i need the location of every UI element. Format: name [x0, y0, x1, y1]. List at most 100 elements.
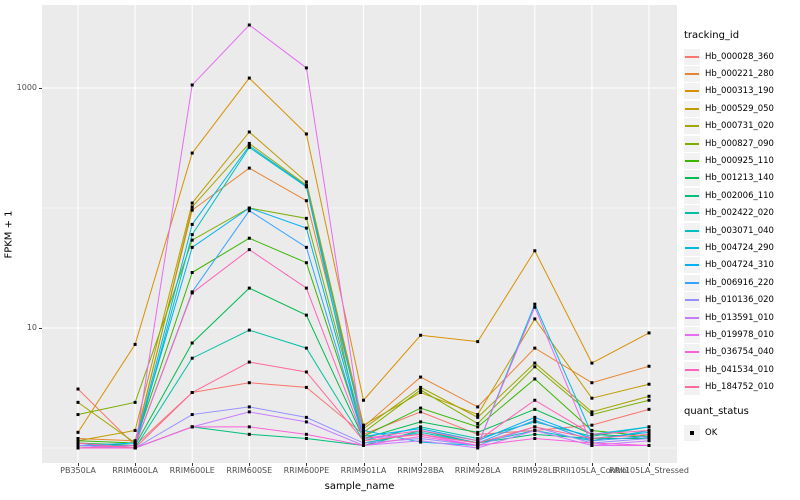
legend-line-icon [685, 194, 699, 197]
point-marker-icon [690, 430, 694, 435]
data-point [590, 441, 594, 445]
data-point [476, 405, 480, 409]
data-point [190, 83, 194, 87]
data-point [476, 441, 480, 445]
legend-line-icon [685, 386, 699, 389]
data-point [76, 413, 80, 417]
legend-label: Hb_001213_140 [705, 173, 774, 184]
legend-key-swatch [684, 100, 700, 117]
x-tick-label-RRIM600SE: RRIM600SE [226, 466, 273, 475]
data-point [419, 420, 423, 424]
data-point [419, 432, 423, 436]
legend-label: Hb_000221_280 [705, 69, 774, 80]
data-point [419, 375, 423, 379]
legend-item-ok: OK [684, 424, 798, 441]
data-point [647, 443, 651, 447]
chart-canvas [42, 5, 677, 463]
data-point [533, 317, 537, 321]
legend-label: Hb_000028_360 [705, 51, 774, 62]
data-point [647, 398, 651, 402]
legend-line-icon [685, 351, 699, 354]
legend-key-swatch [684, 326, 700, 343]
legend-key-swatch [684, 187, 700, 204]
legend-key-swatch [684, 66, 700, 83]
x-tick [78, 463, 79, 466]
y-tick [39, 88, 42, 89]
data-point [304, 420, 308, 424]
x-tick-label-RRIM600PE: RRIM600PE [283, 466, 330, 475]
x-tick [534, 463, 536, 466]
data-point [419, 428, 423, 432]
data-point [533, 436, 537, 440]
data-point [190, 208, 194, 212]
legend-key-swatch [684, 361, 700, 378]
legend-label: Hb_000529_050 [705, 103, 774, 114]
legend-line-icon [685, 212, 699, 215]
data-point [304, 184, 308, 188]
data-point [76, 441, 80, 445]
legend-key-swatch [684, 257, 700, 274]
data-point [247, 425, 251, 429]
x-tick-label-RRIM901LA: RRIM901LA [340, 466, 387, 475]
data-point [476, 432, 480, 436]
data-point [247, 360, 251, 364]
data-point [247, 144, 251, 148]
plot-panel [42, 5, 677, 463]
legend-line-icon [685, 281, 699, 284]
data-point [247, 23, 251, 27]
data-point [304, 180, 308, 184]
data-point [304, 370, 308, 374]
legend-items-tracking-id: Hb_000028_360 Hb_000221_280 Hb_000313_190 H… [684, 48, 798, 396]
data-point [476, 413, 480, 417]
legend-item-Hb_000731_020: Hb_000731_020 [684, 118, 798, 135]
data-point [419, 434, 423, 438]
data-point [247, 328, 251, 332]
legend-line-icon [685, 90, 699, 93]
data-point [304, 132, 308, 136]
legend-line-icon [685, 177, 699, 180]
data-point [533, 302, 537, 306]
data-point [590, 413, 594, 417]
data-point [647, 428, 651, 432]
data-point [419, 410, 423, 414]
legend-item-Hb_000827_090: Hb_000827_090 [684, 135, 798, 152]
data-point [362, 423, 365, 427]
data-point [419, 439, 423, 443]
x-tick-label-RRIM928LA: RRIM928LA [454, 466, 501, 475]
legend-item-Hb_002006_110: Hb_002006_110 [684, 187, 798, 204]
data-point [647, 382, 651, 386]
data-point [419, 391, 423, 395]
data-point [362, 398, 365, 402]
data-point [190, 356, 194, 360]
data-point [190, 201, 194, 205]
legend-title-quant-status: quant_status [684, 405, 749, 417]
data-point [590, 381, 594, 385]
legend-key-swatch [684, 153, 700, 170]
data-point [76, 430, 80, 434]
legend-item-Hb_184752_010: Hb_184752_010 [684, 378, 798, 396]
legend-item-Hb_001213_140: Hb_001213_140 [684, 170, 798, 187]
legend-line-icon [685, 107, 699, 110]
legend-item-Hb_000925_110: Hb_000925_110 [684, 152, 798, 170]
data-point [190, 413, 194, 417]
legend-item-Hb_000028_360: Hb_000028_360 [684, 48, 798, 65]
legend-key-swatch [684, 118, 700, 135]
legend-item-Hb_000529_050: Hb_000529_050 [684, 100, 798, 117]
data-point [304, 432, 308, 436]
legend-line-icon [685, 160, 699, 163]
data-point [190, 391, 194, 395]
data-point [190, 233, 194, 237]
legend-label: Hb_036754_040 [705, 347, 774, 358]
x-tick-label-RRIM600LA: RRIM600LA [112, 466, 158, 475]
data-point [647, 436, 651, 440]
data-point [133, 443, 137, 447]
x-tick [591, 463, 593, 466]
legend-line-icon [685, 246, 699, 249]
legend-item-Hb_004724_290: Hb_004724_290 [684, 239, 798, 256]
data-point [76, 446, 80, 450]
legend-label: Hb_004724_290 [705, 242, 774, 253]
data-point [362, 425, 365, 429]
x-axis-title: sample_name [324, 481, 395, 492]
legend-key-swatch [684, 344, 700, 361]
